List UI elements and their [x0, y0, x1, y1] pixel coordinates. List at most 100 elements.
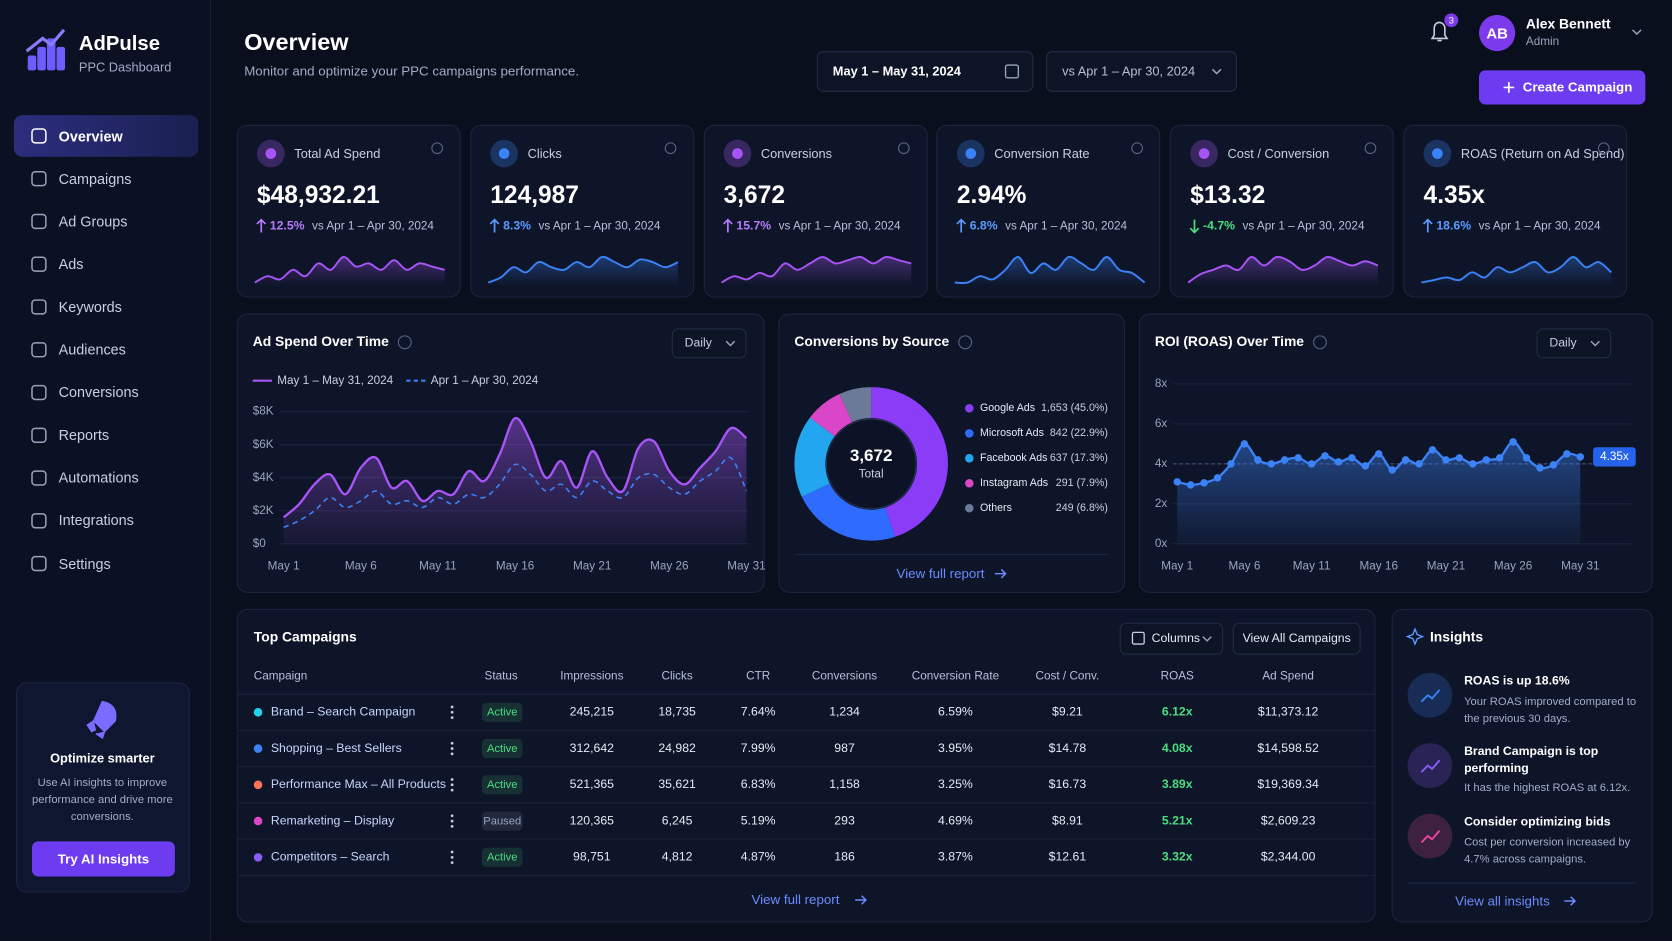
nav-item[interactable]: Conversions — [14, 372, 198, 414]
table-cell: 35,621 — [658, 778, 696, 792]
user-role: Admin — [1525, 35, 1560, 48]
nav-label: Reports — [58, 427, 110, 444]
table-cell: 7.99% — [740, 742, 776, 755]
nav-item[interactable]: Overview — [13, 115, 199, 157]
table-cell: $2,344.00 — [1260, 850, 1316, 864]
nav-item[interactable]: Campaigns — [14, 158, 198, 200]
chart-panel — [778, 313, 1125, 593]
column-header: Campaign — [253, 669, 308, 683]
insight-title: ROAS is up 18.6% — [1464, 674, 1570, 688]
table-cell: 4,812 — [661, 850, 693, 864]
nav-label: Conversions — [58, 384, 139, 401]
promo-button[interactable]: Try AI Insights — [31, 841, 175, 877]
table-cell: 3.89x — [1161, 778, 1193, 792]
table-cell: 98,751 — [573, 850, 611, 864]
insight-text: Your ROAS improved compared to the previ… — [1464, 694, 1637, 725]
notification-count: 3 — [1448, 14, 1454, 26]
kpi-compare: vs Apr 1 – Apr 30, 2024 — [1005, 219, 1128, 233]
kpi-change: -4.7% — [1203, 219, 1236, 233]
kpi-card — [470, 124, 694, 298]
compare-picker[interactable] — [1046, 51, 1237, 92]
nav-item[interactable]: Keywords — [14, 286, 198, 328]
table-cell: 5.19% — [740, 814, 776, 828]
kpi-value: 124,987 — [490, 180, 579, 209]
column-header: ROAS — [1160, 669, 1194, 683]
column-header: Impressions — [560, 669, 624, 683]
compare-range: vs Apr 1 – Apr 30, 2024 — [1062, 63, 1196, 79]
kpi-value: $48,932.21 — [256, 180, 380, 209]
report-link[interactable]: View full report — [896, 566, 985, 582]
insights-link[interactable]: View all insights — [1455, 893, 1550, 909]
kpi-change-row: 8.3% vs Apr 1 – Apr 30, 2024 — [503, 220, 660, 233]
table-cell: 1,158 — [829, 778, 860, 792]
table-cell: $12.61 — [1048, 850, 1087, 864]
kpi-label: Conversions — [760, 146, 833, 162]
kpi-change-row: -4.7% vs Apr 1 – Apr 30, 2024 — [1203, 220, 1364, 233]
campaign-name[interactable]: Remarketing – Display — [270, 814, 395, 828]
interval-label[interactable]: Daily — [1549, 336, 1577, 350]
brand-name: AdPulse — [78, 33, 160, 56]
nav-item[interactable]: Ad Groups — [14, 201, 198, 243]
table-cell: $16.73 — [1048, 778, 1087, 792]
table-cell: 6.12x — [1161, 705, 1193, 719]
kpi-change: 8.3% — [503, 219, 532, 233]
column-header: Cost / Conv. — [1035, 669, 1100, 683]
status-label: Active — [486, 742, 518, 755]
table-cell: 3.87% — [938, 850, 973, 864]
campaign-name[interactable]: Brand – Search Campaign — [270, 705, 416, 719]
promo-title: Optimize smarter — [50, 750, 155, 766]
column-header: Conversions — [811, 669, 878, 683]
table-cell: 1,234 — [829, 705, 860, 719]
table-cell: 987 — [834, 742, 855, 755]
nav-label: Keywords — [58, 298, 122, 315]
nav-item[interactable]: Reports — [14, 414, 198, 456]
nav-label: Integrations — [58, 512, 134, 529]
promo-button-label: Try AI Insights — [57, 851, 150, 867]
table-cell: $11,373.12 — [1257, 705, 1319, 719]
kpi-change-row: 6.8% vs Apr 1 – Apr 30, 2024 — [970, 220, 1127, 233]
kpi-change-row: 15.7% vs Apr 1 – Apr 30, 2024 — [736, 220, 900, 233]
table-cell: 24,982 — [658, 742, 696, 755]
promo-text: Use AI insights to improve performance a… — [32, 776, 173, 824]
date-picker[interactable] — [816, 51, 1034, 92]
table-cell: $14,598.52 — [1257, 742, 1319, 755]
date-range: May 1 – May 31, 2024 — [832, 63, 961, 79]
kpi-value: 3,672 — [723, 180, 785, 209]
kpi-change: 12.5% — [269, 219, 305, 233]
kpi-label: Cost / Conversion — [1227, 146, 1330, 162]
brand-tagline: PPC Dashboard — [78, 59, 172, 75]
nav-label: Audiences — [58, 341, 126, 358]
nav-item[interactable]: Automations — [14, 457, 198, 499]
status-label: Active — [486, 778, 518, 792]
kpi-change: 6.8% — [969, 219, 998, 233]
status-badge — [481, 811, 523, 831]
table-cell: $9.21 — [1052, 705, 1083, 719]
kpi-compare: vs Apr 1 – Apr 30, 2024 — [778, 219, 901, 233]
table-cell: 521,365 — [569, 778, 614, 792]
column-header: Ad Spend — [1262, 669, 1314, 683]
interval-label[interactable]: Daily — [684, 336, 712, 350]
table-cell: 3.95% — [938, 742, 973, 755]
columns-label[interactable]: Columns — [1151, 632, 1201, 646]
nav-label: Ad Groups — [58, 213, 128, 230]
status-badge — [481, 738, 523, 759]
campaign-name[interactable]: Competitors – Search — [270, 850, 390, 864]
campaign-name[interactable]: Performance Max – All Products — [270, 778, 447, 792]
avatar[interactable] — [1478, 14, 1516, 52]
insight-text: Cost per conversion increased by 4.7% ac… — [1464, 835, 1631, 866]
page-subtitle: Monitor and optimize your PPC campaigns … — [244, 63, 580, 79]
insight-title: Consider optimizing bids — [1464, 815, 1611, 829]
view-all-label[interactable]: View All Campaigns — [1242, 632, 1351, 646]
view-all-button[interactable] — [1232, 622, 1361, 655]
table-cell: 186 — [834, 850, 855, 864]
kpi-compare: vs Apr 1 – Apr 30, 2024 — [312, 219, 434, 233]
nav-item[interactable]: Settings — [14, 543, 198, 585]
campaign-name[interactable]: Shopping – Best Sellers — [270, 742, 402, 755]
nav-label: Overview — [58, 127, 123, 144]
nav-item[interactable]: Ads — [14, 243, 198, 285]
table-report-link[interactable]: View full report — [751, 892, 840, 908]
kpi-value: $13.32 — [1190, 180, 1266, 209]
nav-item[interactable]: Audiences — [14, 329, 198, 371]
nav-item[interactable]: Integrations — [14, 500, 198, 542]
